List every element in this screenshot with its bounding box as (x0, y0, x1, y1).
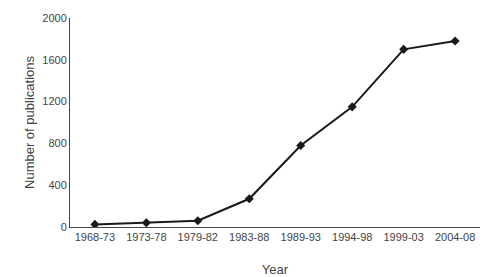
svg-text:Year: Year (262, 262, 289, 277)
svg-text:1600: 1600 (42, 54, 66, 66)
svg-text:1973-78: 1973-78 (126, 231, 166, 243)
svg-text:800: 800 (48, 137, 66, 149)
svg-text:400: 400 (48, 179, 66, 191)
svg-text:1979-82: 1979-82 (178, 231, 218, 243)
svg-text:1989-93: 1989-93 (281, 231, 321, 243)
svg-text:2004-08: 2004-08 (435, 231, 475, 243)
svg-text:1994-98: 1994-98 (332, 231, 372, 243)
svg-text:1983-88: 1983-88 (229, 231, 269, 243)
svg-text:1968-73: 1968-73 (75, 231, 115, 243)
svg-text:2000: 2000 (42, 12, 66, 24)
svg-text:1999-03: 1999-03 (383, 231, 423, 243)
svg-text:Number of publications: Number of publications (22, 56, 37, 189)
svg-text:0: 0 (61, 221, 67, 233)
svg-text:1200: 1200 (42, 95, 66, 107)
